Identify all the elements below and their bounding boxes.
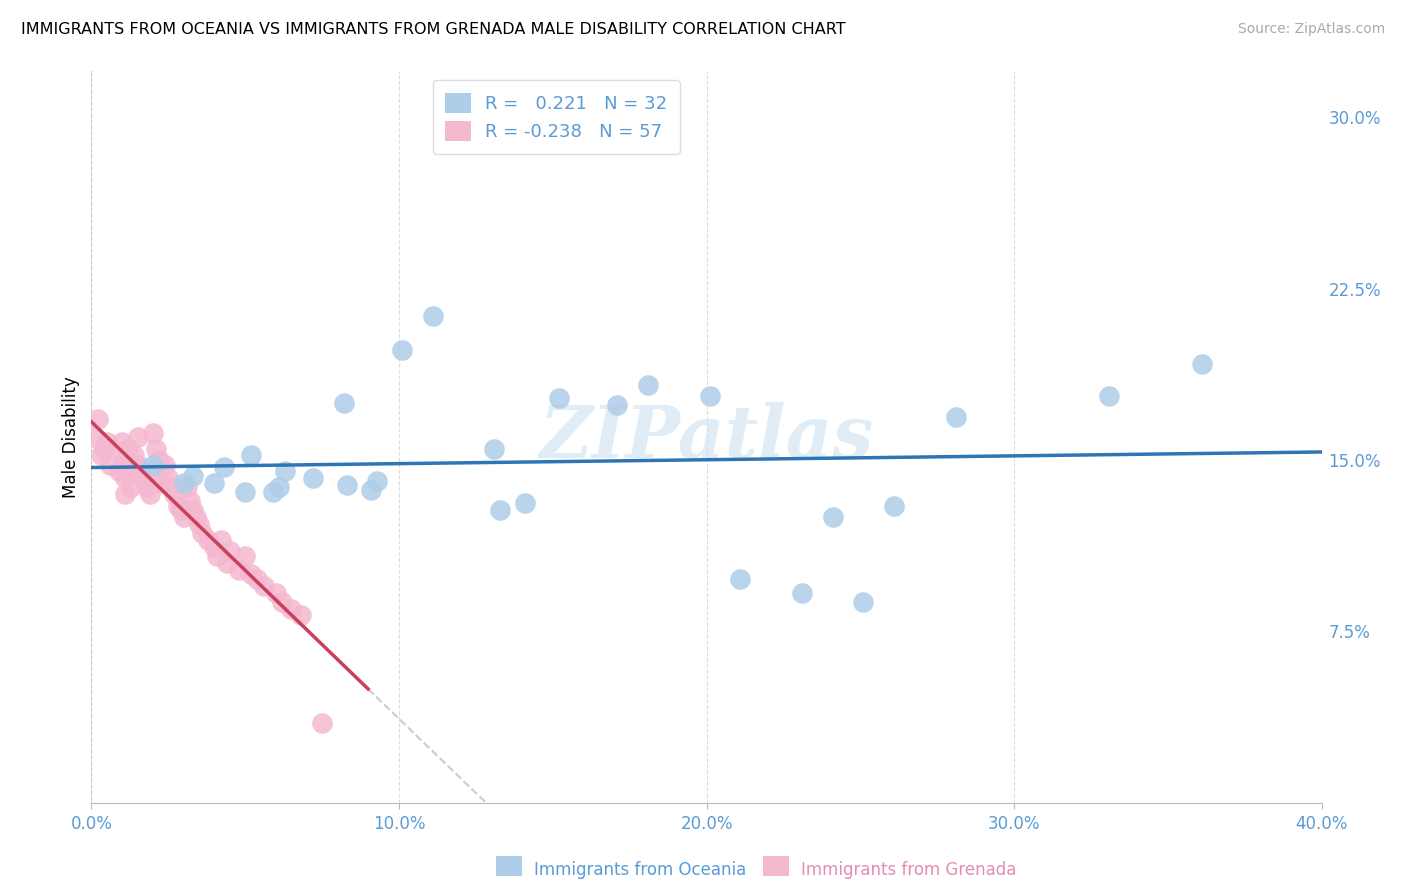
Point [184,510,207,524]
Text: IMMIGRANTS FROM OCEANIA VS IMMIGRANTS FROM GRENADA MALE DISABILITY CORRELATION C: IMMIGRANTS FROM OCEANIA VS IMMIGRANTS FR… [21,22,846,37]
Point [218,544,240,558]
Point [127,458,149,472]
Point [489,503,512,517]
Point [114,453,136,467]
Point [191,526,214,541]
Point [852,594,875,608]
Point [202,540,225,554]
Point [262,485,284,500]
Point [176,480,198,494]
Point [212,459,235,474]
Point [181,503,204,517]
Point [111,434,134,449]
Point [114,471,136,485]
Point [264,585,287,599]
Point [422,309,444,323]
Point [280,601,302,615]
Point [129,464,152,478]
Text: Source: ZipAtlas.com: Source: ZipAtlas.com [1237,22,1385,37]
Point [945,409,967,424]
Point [271,594,294,608]
Point [98,458,121,472]
FancyBboxPatch shape [496,856,522,876]
Text: ZIPatlas: ZIPatlas [540,401,873,473]
Point [142,458,165,472]
Point [150,475,173,490]
Point [157,471,180,485]
Point [699,389,721,403]
Point [637,377,659,392]
Point [513,496,536,510]
Point [1191,357,1213,371]
Point [233,485,256,500]
Point [153,458,177,472]
Point [166,499,188,513]
Point [90,449,112,463]
Point [127,430,149,444]
Point [484,442,506,456]
Point [246,572,269,586]
Point [790,585,813,599]
Point [160,480,183,494]
Point [547,391,569,405]
Point [332,396,354,410]
Point [120,480,142,494]
Point [132,471,155,485]
Point [883,499,905,513]
Point [207,549,229,563]
Point [215,556,238,570]
Point [1098,389,1121,403]
Point [86,412,108,426]
Point [228,563,250,577]
Point [274,464,297,478]
Point [290,608,312,623]
Point [366,474,388,488]
Point [606,398,628,412]
Point [197,533,219,547]
Text: Immigrants from Grenada: Immigrants from Grenada [801,861,1017,879]
Point [240,449,263,463]
Point [311,715,333,730]
Point [336,478,359,492]
Point [730,572,752,586]
Point [148,464,170,478]
FancyBboxPatch shape [763,856,789,876]
Point [111,446,134,460]
Point [120,464,142,478]
Point [117,442,139,456]
Text: Immigrants from Oceania: Immigrants from Oceania [534,861,747,879]
Point [142,425,165,440]
Point [188,516,211,531]
Point [821,510,844,524]
Legend: R =   0.221   N = 32, R = -0.238   N = 57: R = 0.221 N = 32, R = -0.238 N = 57 [433,80,679,153]
Point [181,469,204,483]
Point [209,533,232,547]
Point [148,453,170,467]
Point [360,483,382,497]
Point [233,549,256,563]
Point [169,503,191,517]
Point [114,487,136,501]
Point [108,464,131,478]
Point [202,475,225,490]
Point [253,579,276,593]
Point [163,487,186,501]
Point [117,458,139,472]
Point [93,442,115,456]
Point [301,471,323,485]
Point [83,430,105,444]
Point [135,480,157,494]
Point [179,494,201,508]
Point [267,480,290,494]
Point [96,434,118,449]
Point [173,475,195,490]
Point [124,449,146,463]
Point [240,567,263,582]
Point [139,487,162,501]
Point [391,343,413,358]
Point [173,510,195,524]
Y-axis label: Male Disability: Male Disability [62,376,80,498]
Point [145,442,167,456]
